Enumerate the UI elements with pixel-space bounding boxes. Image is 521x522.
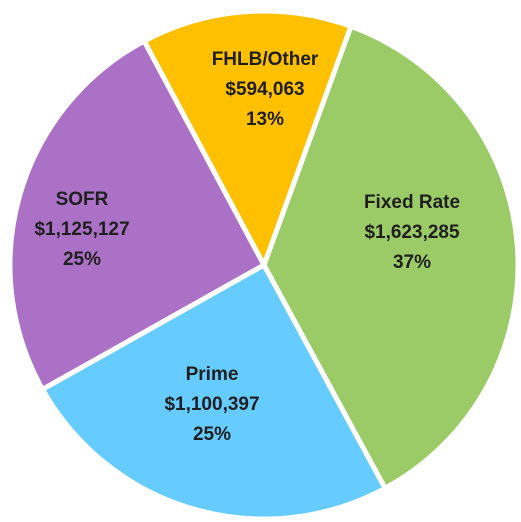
- slice-label: SOFR: [56, 189, 109, 210]
- value-label: $1,125,127: [34, 219, 129, 240]
- pie-slice: [261, 23, 521, 491]
- slice-label: Fixed Rate: [364, 192, 460, 213]
- value-label: $1,623,285: [364, 222, 460, 243]
- slice-label: FHLB/Other: [212, 49, 319, 70]
- pie-slice: [40, 262, 388, 522]
- value-label: $594,063: [225, 79, 304, 100]
- share-label: 37%: [393, 252, 431, 273]
- value-label: $1,100,397: [164, 394, 259, 415]
- share-label: 25%: [63, 249, 101, 270]
- pie-slice: [7, 38, 267, 392]
- share-label: 25%: [193, 424, 231, 445]
- pie-slice: [141, 8, 354, 268]
- slice-label: Prime: [186, 364, 239, 385]
- share-label: 13%: [246, 109, 284, 130]
